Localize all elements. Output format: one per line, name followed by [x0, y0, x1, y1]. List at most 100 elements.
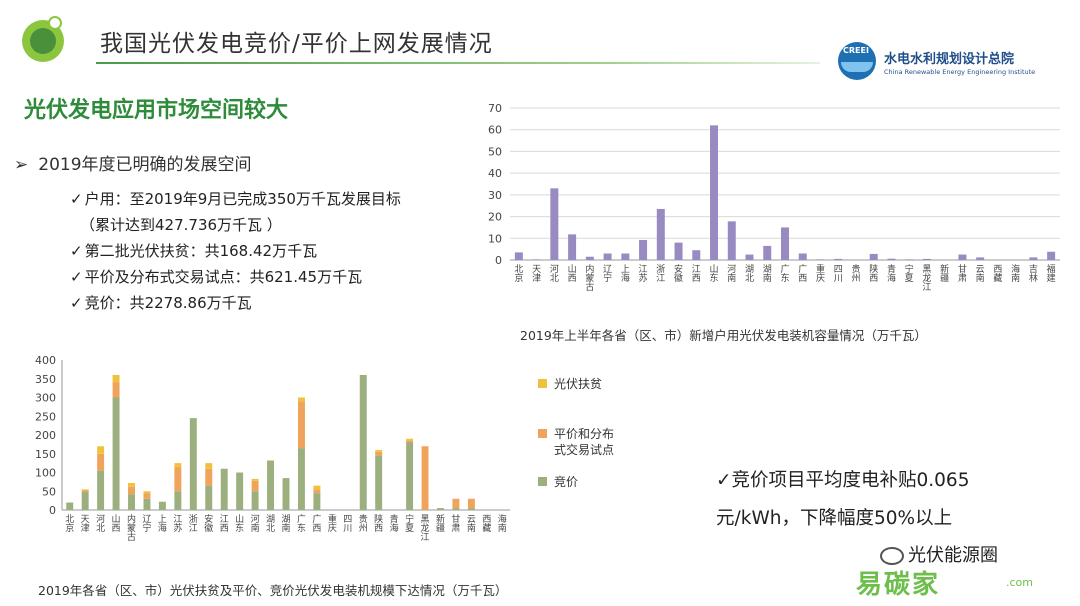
summary-line-2: 元/kWh，下降幅度50%以上: [716, 508, 953, 529]
bar: [976, 257, 985, 260]
wave-icon: [841, 62, 873, 72]
x-tick-label: 黑龙江: [421, 514, 430, 543]
bullet-item: ✓ 平价及分布式交易试点：共621.45万千瓦: [70, 268, 363, 286]
y-tick-label: 0: [49, 504, 56, 517]
x-tick-label: 青海: [390, 513, 399, 534]
bullet-heading-text: 2019年度已明确的发展空间: [38, 155, 252, 175]
bar: [568, 234, 577, 260]
bar-segment: [205, 468, 213, 486]
section-subtitle: 光伏发电应用市场空间较大: [24, 98, 289, 123]
y-tick-label: 30: [488, 189, 502, 202]
logo-small-dot: [48, 16, 62, 30]
check-icon: ✓: [70, 268, 83, 286]
bar-segment: [267, 460, 275, 510]
bar: [905, 259, 914, 260]
bar-segment: [128, 486, 135, 495]
bar-segment: [112, 375, 120, 383]
bar-segment: [297, 397, 305, 402]
x-tick-label: 浙江: [656, 263, 665, 284]
bar-segment: [112, 397, 120, 510]
legend-label: 竞价: [554, 475, 578, 489]
org-name-en: China Renewable Energy Engineering Insti…: [884, 68, 1036, 76]
x-tick-label: 安徽: [204, 513, 213, 534]
bar-segment: [297, 448, 305, 510]
x-tick-label: 吉林: [1029, 264, 1038, 284]
bar-segment: [174, 491, 182, 510]
x-tick-label: 青海: [887, 263, 896, 284]
household-pv-bar-chart: 0 10 20 30 40 50 60 70 北京天津河北山西内蒙古辽宁上海江苏浙江安徽江西山东…: [488, 102, 1060, 293]
bar-segment: [143, 498, 151, 510]
watermark-site: 易碳家: [856, 570, 941, 600]
x-tick-label: 新疆: [436, 513, 445, 534]
x-tick-label: 宁夏: [405, 513, 414, 534]
bar-segment: [174, 463, 182, 467]
bullet-item: ✓ 竞价：共2278.86万千瓦: [70, 294, 252, 312]
bar-segment: [375, 455, 383, 510]
x-tick-label: 西藏: [993, 264, 1002, 284]
bar-segment: [297, 401, 305, 449]
x-tick-label: 上海: [621, 264, 630, 284]
bar: [621, 253, 630, 260]
bar-segment: [97, 470, 105, 510]
legend-label: 光伏扶贫: [554, 376, 602, 391]
x-tick-label: 甘肃: [958, 263, 967, 284]
bar-segment: [313, 489, 321, 494]
bar: [798, 253, 807, 260]
bar-segment: [143, 491, 151, 494]
x-tick-label: 内蒙古: [585, 263, 594, 293]
bar: [922, 258, 931, 260]
legend-swatch: [538, 429, 547, 438]
x-tick-label: 新疆: [940, 263, 949, 284]
legend-swatch: [538, 477, 547, 486]
bar: [603, 253, 612, 260]
x-tick-label: 湖北: [266, 514, 275, 534]
arrow-bullet-icon: ➢: [14, 155, 29, 175]
bar: [763, 245, 772, 260]
org-logo: CREEI 水电水利规划设计总院 China Renewable Energy …: [838, 42, 1068, 82]
bullet-heading: ➢ 2019年度已明确的发展空间: [14, 150, 252, 175]
bar-segment: [282, 478, 290, 510]
x-tick-label: 河南: [727, 263, 736, 284]
x-tick-label: 四川: [834, 265, 843, 284]
bar-segment: [158, 501, 166, 510]
bar-segment: [437, 508, 444, 510]
bar-segment: [189, 418, 197, 510]
bar-segment: [236, 472, 244, 510]
x-tick-label: 广西: [798, 263, 807, 284]
logo-inner-dot: [30, 28, 56, 54]
y-tick-label: 350: [35, 373, 56, 386]
bar: [585, 256, 594, 260]
check-icon: ✓: [70, 242, 83, 260]
bar-segment: [313, 493, 321, 510]
x-tick-label: 天津: [532, 265, 541, 284]
y-tick-label: 40: [488, 167, 502, 180]
x-tick-label: 海南: [1011, 263, 1020, 284]
x-tick-label: 贵州: [851, 263, 860, 284]
bar-segment: [174, 466, 182, 492]
bar-segment: [359, 375, 367, 510]
x-tick-label: 辽宁: [603, 264, 612, 284]
bar-segment: [128, 494, 135, 510]
x-tick-label: 内蒙古: [127, 513, 136, 543]
bar-segment: [406, 438, 414, 441]
org-name-cn: 水电水利规划设计总院: [884, 52, 1015, 67]
x-tick-label: 江苏: [639, 264, 648, 284]
bar: [816, 259, 825, 260]
bar: [727, 221, 736, 260]
bar: [958, 254, 967, 260]
x-tick-label: 上海: [158, 514, 167, 534]
x-tick-label: 贵州: [359, 513, 368, 534]
x-tick-label: 山东: [235, 514, 244, 534]
chart2-caption: 2019年各省（区、市）光伏扶贫及平价、竞价光伏发电装机规模下达情况（万千瓦）: [38, 583, 508, 598]
bar: [639, 240, 648, 260]
bar: [710, 125, 719, 260]
x-tick-label: 广东: [780, 263, 789, 284]
y-tick-label: 150: [35, 448, 56, 461]
bar-segment: [97, 446, 105, 454]
x-tick-label: 湖南: [281, 514, 290, 534]
bar-segment: [406, 442, 414, 510]
y-tick-label: 50: [42, 485, 56, 498]
legend-swatch: [538, 379, 547, 388]
x-tick-label: 甘肃: [451, 513, 460, 534]
bar: [887, 258, 896, 260]
